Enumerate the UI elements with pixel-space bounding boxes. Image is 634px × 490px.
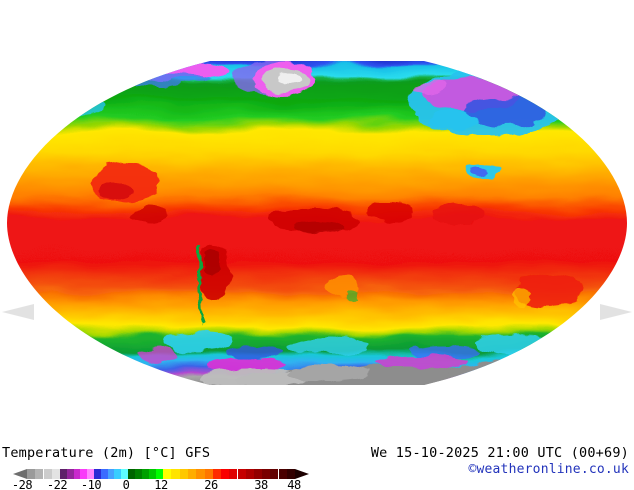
scale-segment xyxy=(100,469,108,479)
scale-tick-label: -28 xyxy=(11,478,33,490)
scale-segment xyxy=(128,469,135,479)
scale-segment xyxy=(163,469,172,479)
scale-segment xyxy=(114,469,122,479)
scale-segment xyxy=(27,469,36,479)
map-canvas xyxy=(7,61,627,385)
scale-tick-label: 0 xyxy=(122,478,130,490)
scale-segment xyxy=(204,469,213,479)
scale-segment xyxy=(286,469,295,479)
world-temperature-map xyxy=(2,61,632,385)
scale-segment xyxy=(253,469,262,479)
scale-segment xyxy=(156,469,163,479)
scale-segment xyxy=(43,469,52,479)
scale-segment xyxy=(149,469,156,479)
scale-segment xyxy=(87,469,94,479)
scale-segment xyxy=(237,469,246,479)
scale-segment xyxy=(121,469,128,479)
scale-tick-label: 38 xyxy=(254,478,268,490)
scale-segment xyxy=(171,469,180,479)
scale-tick-label: 26 xyxy=(204,478,218,490)
scale-segment xyxy=(188,469,197,479)
copyright-link[interactable]: ©weatheronline.co.uk xyxy=(468,462,629,477)
scale-left-arrow-icon xyxy=(13,469,27,479)
scale-segment xyxy=(35,469,44,479)
scale-segment xyxy=(213,469,222,479)
scale-segment xyxy=(278,469,287,479)
scale-segment xyxy=(245,469,254,479)
scale-segment xyxy=(135,469,142,479)
scale-segment xyxy=(60,469,67,479)
legend-title: Temperature (2m) [°C] GFS xyxy=(2,445,211,461)
scale-tick-label: -10 xyxy=(80,478,102,490)
scale-segment xyxy=(270,469,279,479)
scale-segment xyxy=(51,469,60,479)
scale-segment xyxy=(66,469,74,479)
scale-right-arrow-icon xyxy=(295,469,309,479)
projection-wings xyxy=(2,304,632,320)
scale-segment xyxy=(142,469,149,479)
scale-segment xyxy=(80,469,88,479)
scale-segment xyxy=(229,469,238,479)
scale-segment xyxy=(73,469,81,479)
scale-segment xyxy=(262,469,271,479)
scale-tick-label: 48 xyxy=(287,478,301,490)
scale-segment xyxy=(196,469,205,479)
scale-segment xyxy=(221,469,230,479)
scale-segment xyxy=(94,469,101,479)
scale-tick-label: -22 xyxy=(46,478,68,490)
scale-segment xyxy=(107,469,115,479)
forecast-timestamp: We 15-10-2025 21:00 UTC (00+69) xyxy=(370,445,629,461)
scale-segment xyxy=(179,469,188,479)
scale-tick-label: 12 xyxy=(154,478,168,490)
